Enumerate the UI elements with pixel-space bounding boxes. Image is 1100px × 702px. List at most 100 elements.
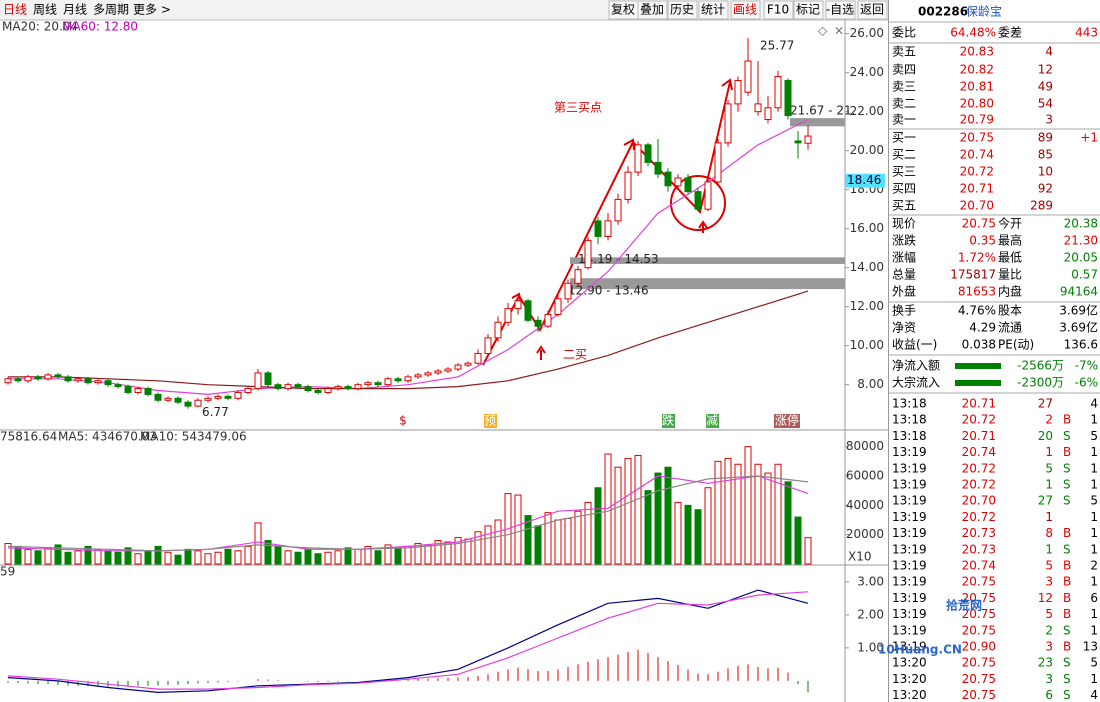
quote-cell: 94164 <box>1060 285 1098 299</box>
quote-cell: 20.81 <box>960 80 994 94</box>
candle-body <box>164 397 172 401</box>
volume-bar <box>634 454 642 565</box>
event-box[interactable] <box>774 414 800 428</box>
button[interactable]: 标记 <box>796 3 820 17</box>
candle-body <box>224 395 232 399</box>
quote-cell: B <box>1063 413 1071 427</box>
volume-bar <box>714 460 722 565</box>
y-tick-label: 8.00 <box>857 377 884 391</box>
button[interactable]: 统计 <box>701 3 725 17</box>
button[interactable]: 历史 <box>670 3 694 17</box>
candle-body <box>634 144 642 173</box>
candle-body <box>144 388 152 395</box>
y-tick-label: 24.00 <box>850 65 884 79</box>
volume-bar <box>784 481 792 565</box>
quote-cell: 4.29 <box>969 321 996 335</box>
event[interactable]: $ <box>399 414 407 428</box>
quote-cell: 13:19 <box>892 591 927 605</box>
button-frame[interactable] <box>698 0 729 20</box>
candle-body <box>564 282 572 300</box>
button[interactable]: 复权 <box>611 3 635 17</box>
quote-cell: 13:20 <box>892 688 927 702</box>
tab[interactable]: 日线 <box>3 3 27 17</box>
quote-cell: 2 <box>1045 623 1053 637</box>
unit-label: X10 <box>848 550 872 564</box>
quote-cell: 20.05 <box>1064 251 1098 265</box>
button-frame[interactable] <box>825 0 856 20</box>
quote-cell: 1 <box>1090 607 1098 621</box>
candle-body <box>384 378 392 386</box>
button-frame[interactable] <box>763 0 794 20</box>
volume-bar <box>334 550 342 565</box>
candle-body <box>94 380 102 384</box>
volume-bar <box>584 501 592 565</box>
button-frame[interactable] <box>637 0 668 20</box>
flow-bar <box>955 363 1001 369</box>
event[interactable]: 预 <box>484 414 496 428</box>
volume-bar <box>794 516 802 565</box>
quote-cell: 20.75 <box>960 131 994 145</box>
button[interactable]: F10 <box>767 3 789 17</box>
quote-cell: 1 <box>1090 672 1098 686</box>
button-frame[interactable] <box>857 0 888 20</box>
candle-body <box>724 103 732 144</box>
button-frame[interactable] <box>793 0 824 20</box>
volume-bar <box>194 550 202 565</box>
candle-body <box>154 393 162 401</box>
event-box[interactable] <box>397 414 410 428</box>
event-box[interactable] <box>706 414 719 428</box>
icon[interactable]: ◇ <box>818 24 828 38</box>
stock-name: 保龄宝 <box>966 5 1002 19</box>
button-frame[interactable] <box>730 0 761 20</box>
icon[interactable]: × <box>834 24 844 38</box>
quote-cell: 20.83 <box>960 45 994 59</box>
volume-bar <box>24 548 32 565</box>
volume-bar <box>674 501 682 565</box>
event[interactable]: 跌 <box>662 413 674 428</box>
event-box[interactable] <box>484 414 497 428</box>
quote-cell: 443 <box>1075 26 1098 40</box>
volume-bar <box>554 519 562 565</box>
candle-body <box>304 386 312 392</box>
quote-cell: 1 <box>1045 510 1053 524</box>
y-tick-label: 40000 <box>846 498 884 512</box>
quote-cell: 5 <box>1090 656 1098 670</box>
quote-cell: 49 <box>1038 80 1053 94</box>
volume-bar <box>124 547 132 565</box>
quote-cell: 流通 <box>998 321 1022 335</box>
legend: MA60: 12.80 <box>62 20 138 34</box>
quote-cell: S <box>1063 623 1071 637</box>
quote-cell: 54 <box>1038 97 1053 111</box>
candle-body <box>674 177 682 187</box>
tab[interactable]: 多周期 <box>93 3 129 17</box>
tab[interactable]: 月线 <box>63 3 87 17</box>
quote-cell: 20 <box>1038 429 1053 443</box>
volume-bar <box>4 542 12 565</box>
quote-cell: 1 <box>1090 461 1098 475</box>
tab[interactable]: 周线 <box>33 3 57 17</box>
quote-cell: 3.69亿 <box>1059 320 1098 335</box>
quote-cell: 大宗流入 <box>892 375 940 390</box>
quote-cell: 175817 <box>950 268 996 282</box>
quote-cell: 20.74 <box>960 148 994 162</box>
candle-body <box>734 79 742 105</box>
volume-bar <box>754 463 762 565</box>
candle-body <box>14 378 22 382</box>
quote-cell: 最高 <box>998 233 1022 248</box>
button[interactable]: 叠加 <box>640 3 664 17</box>
button[interactable]: 画线 <box>733 3 757 17</box>
button[interactable]: -自选 <box>826 3 854 17</box>
quote-cell: 1 <box>1090 623 1098 637</box>
quote-cell: 现价 <box>892 217 916 231</box>
button[interactable]: 返回 <box>860 3 884 17</box>
event[interactable]: 涨停 <box>775 413 799 428</box>
arrow-head <box>511 292 522 304</box>
quote-cell: 1 <box>1090 478 1098 492</box>
candle-body <box>104 380 112 386</box>
quote-cell: 13:19 <box>892 623 927 637</box>
tab[interactable]: 更多 > <box>133 3 171 17</box>
quote-cell: S <box>1063 672 1071 686</box>
event[interactable]: 减 <box>706 414 718 428</box>
button-frame[interactable] <box>667 0 698 20</box>
event-box[interactable] <box>662 414 675 428</box>
